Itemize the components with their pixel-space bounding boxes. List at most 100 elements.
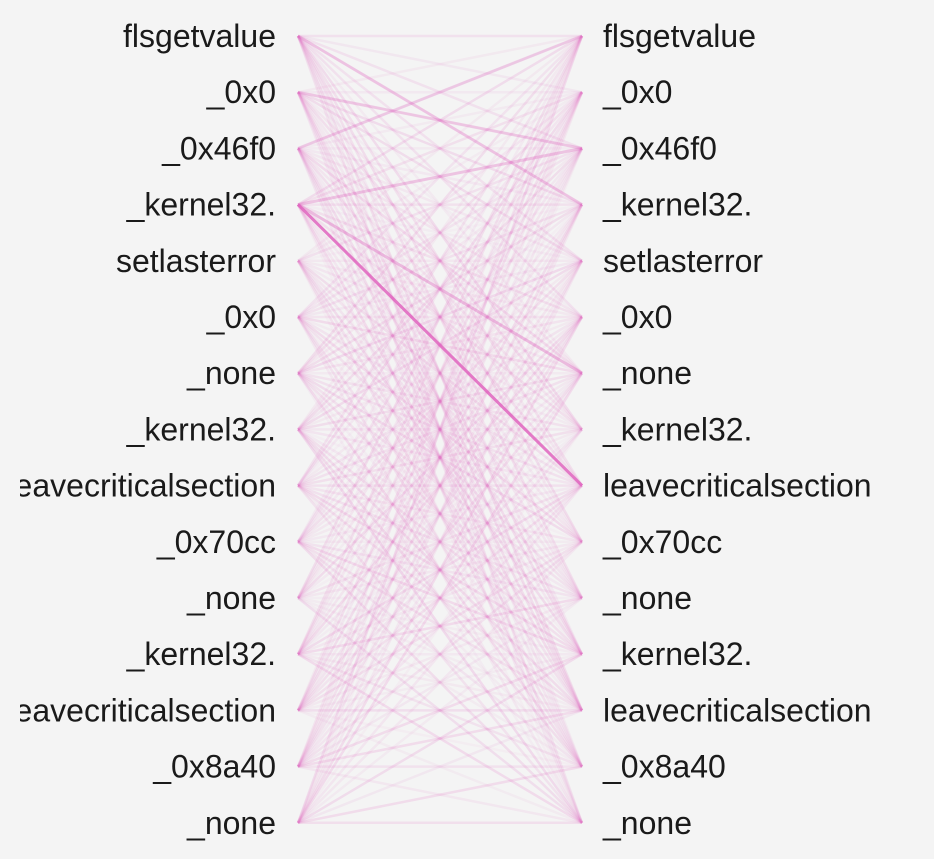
right-token-label: _none	[602, 805, 692, 841]
attention-link	[297, 259, 583, 319]
attention-link	[297, 203, 583, 319]
attention-link	[296, 91, 584, 543]
attention-link	[296, 203, 584, 712]
attention-link	[297, 372, 583, 543]
attention-link	[297, 203, 583, 319]
attention-link	[297, 34, 583, 94]
attention-link-strong	[297, 34, 583, 150]
attention-link	[297, 315, 583, 431]
attention-link	[297, 35, 583, 318]
attention-link	[297, 540, 583, 656]
attention-link	[297, 147, 583, 319]
attention-link	[297, 652, 583, 712]
attention-link	[297, 91, 583, 318]
attention-link	[296, 35, 584, 431]
left-token-label: _none	[186, 355, 276, 391]
attention-link	[297, 316, 583, 599]
attention-link	[297, 316, 583, 543]
attention-link	[297, 259, 583, 487]
attention-link	[297, 259, 583, 319]
right-token-label: _kernel32.	[602, 411, 752, 447]
attention-link	[297, 428, 583, 600]
attention-link	[296, 260, 584, 712]
attention-link	[297, 484, 583, 824]
attention-link	[297, 35, 583, 262]
attention-link	[297, 596, 583, 768]
attention-link	[297, 540, 583, 600]
attention-link	[297, 428, 583, 656]
attention-link	[296, 428, 584, 824]
attention-link	[297, 91, 583, 431]
attention-link	[297, 428, 583, 656]
attention-link	[296, 147, 584, 655]
attention-link	[296, 35, 584, 599]
attention-link	[297, 428, 583, 768]
left-token-label: leavecriticalsection	[7, 468, 276, 504]
attention-link	[297, 709, 583, 768]
left-token-label: _0x46f0	[161, 130, 276, 166]
attention-link	[296, 147, 584, 711]
attention-link	[297, 316, 583, 656]
attention-link	[297, 540, 583, 824]
attention-link	[296, 35, 584, 768]
attention-link	[297, 203, 583, 431]
attention-link	[297, 540, 583, 600]
attention-link	[297, 596, 583, 656]
attention-link	[296, 91, 584, 711]
attention-link	[297, 428, 583, 712]
attention-link	[296, 147, 584, 655]
attention-link	[296, 204, 584, 768]
attention-link	[297, 316, 583, 656]
attention-link	[296, 203, 584, 712]
attention-link	[297, 316, 583, 599]
attention-link	[297, 653, 583, 824]
right-token-label: leavecriticalsection	[603, 468, 872, 504]
attention-link	[297, 372, 583, 599]
attention-link	[296, 91, 584, 543]
attention-link	[297, 147, 583, 487]
attention-link	[297, 484, 583, 712]
right-token-label: flsgetvalue	[603, 18, 756, 54]
attention-link	[296, 260, 584, 655]
attention-link-strong	[297, 34, 583, 206]
attention-link	[296, 316, 584, 712]
attention-link	[297, 259, 583, 599]
attention-link	[297, 147, 583, 206]
attention-link	[296, 91, 584, 487]
right-token-label: _kernel32.	[602, 187, 752, 223]
attention-link	[297, 428, 583, 543]
attention-link	[296, 203, 584, 599]
attention-link	[296, 316, 584, 824]
attention-link	[296, 316, 584, 712]
attention-link	[297, 203, 583, 375]
attention-link	[297, 35, 583, 375]
attention-link	[296, 35, 584, 599]
attention-link	[297, 147, 583, 375]
left-token-label: setlasterror	[116, 243, 276, 279]
attention-link	[297, 372, 583, 656]
attention-link	[297, 203, 583, 375]
attention-link	[296, 316, 584, 768]
attention-link	[297, 484, 583, 824]
attention-link	[296, 204, 584, 768]
attention-link	[296, 91, 584, 655]
attention-link	[296, 91, 584, 711]
left-token-label: _none	[186, 805, 276, 841]
attention-link	[297, 90, 583, 150]
attention-link	[296, 260, 584, 655]
attention-link	[297, 709, 583, 768]
attention-link	[296, 260, 584, 712]
right-token-label: setlasterror	[603, 243, 763, 279]
attention-link	[297, 316, 583, 543]
attention-link	[297, 34, 583, 206]
attention-link	[296, 203, 584, 655]
attention-link	[296, 35, 584, 487]
attention-link	[296, 372, 584, 768]
attention-link	[297, 372, 583, 712]
attention-link	[296, 35, 584, 824]
attention-link-strong	[296, 203, 584, 487]
attention-link	[297, 484, 583, 600]
right-token-label: leavecriticalsection	[603, 692, 872, 728]
attention-link	[296, 204, 584, 824]
right-token-label: _0x8a40	[602, 749, 726, 785]
